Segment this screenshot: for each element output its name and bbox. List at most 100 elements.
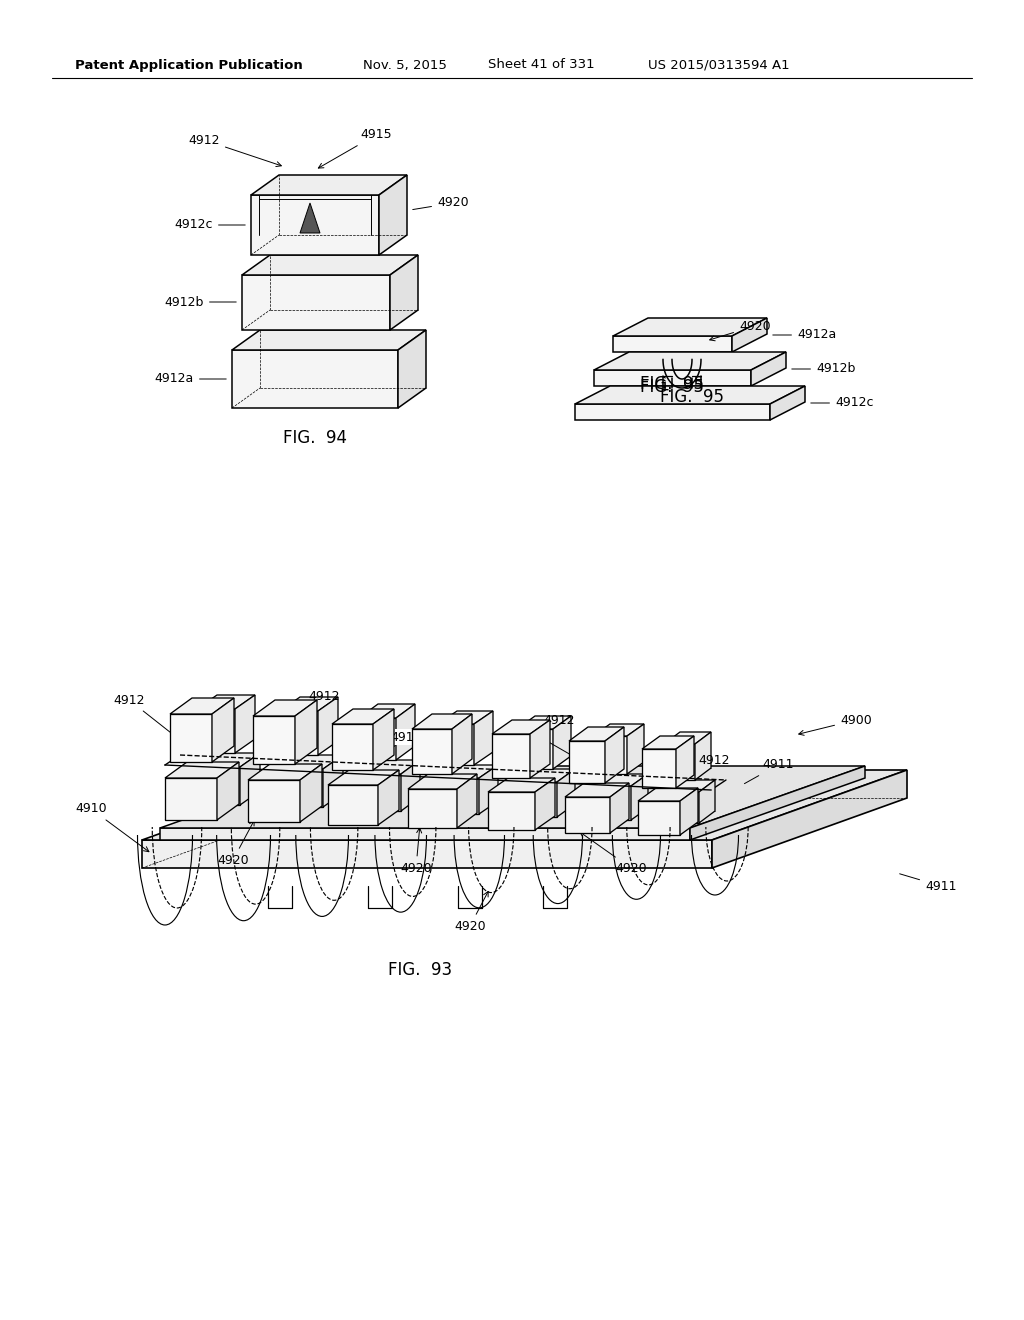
Polygon shape	[517, 729, 553, 770]
Text: 4912: 4912	[276, 690, 340, 730]
Text: 4912c: 4912c	[174, 219, 245, 231]
Polygon shape	[642, 737, 694, 748]
Polygon shape	[605, 727, 624, 783]
Polygon shape	[253, 700, 317, 715]
Polygon shape	[492, 719, 550, 734]
Polygon shape	[594, 352, 786, 370]
Polygon shape	[452, 714, 472, 774]
Polygon shape	[212, 698, 234, 762]
Polygon shape	[434, 777, 479, 814]
Polygon shape	[492, 734, 530, 777]
Polygon shape	[434, 766, 498, 777]
Polygon shape	[280, 711, 318, 755]
Polygon shape	[565, 783, 629, 797]
Polygon shape	[770, 385, 805, 420]
Text: 4919: 4919	[390, 731, 422, 743]
Polygon shape	[170, 714, 212, 762]
Text: 4911: 4911	[744, 759, 794, 784]
Polygon shape	[359, 704, 415, 718]
Polygon shape	[438, 711, 493, 723]
Polygon shape	[373, 709, 394, 770]
Polygon shape	[193, 752, 260, 767]
Polygon shape	[280, 697, 338, 711]
Text: FIG.  95: FIG. 95	[660, 388, 724, 407]
Polygon shape	[234, 696, 255, 752]
Polygon shape	[412, 714, 472, 729]
Polygon shape	[328, 770, 399, 785]
Polygon shape	[276, 770, 323, 807]
Text: 4920: 4920	[413, 197, 469, 210]
Polygon shape	[530, 719, 550, 777]
Polygon shape	[593, 737, 627, 774]
Polygon shape	[457, 774, 477, 828]
Polygon shape	[517, 715, 571, 729]
Polygon shape	[638, 801, 680, 836]
Polygon shape	[332, 709, 394, 723]
Polygon shape	[569, 727, 624, 741]
Text: FIG.  93: FIG. 93	[388, 961, 452, 979]
Text: US 2015/0313594 A1: US 2015/0313594 A1	[648, 58, 790, 71]
Polygon shape	[594, 370, 751, 385]
Polygon shape	[160, 766, 865, 828]
Text: 4912a: 4912a	[155, 372, 226, 385]
Polygon shape	[569, 741, 605, 783]
Polygon shape	[751, 352, 786, 385]
Polygon shape	[328, 785, 378, 825]
Text: 4915: 4915	[318, 128, 391, 168]
Text: 4920: 4920	[455, 891, 488, 932]
Polygon shape	[248, 780, 300, 822]
Polygon shape	[242, 255, 418, 275]
Polygon shape	[660, 780, 715, 792]
Polygon shape	[593, 723, 644, 737]
Polygon shape	[332, 723, 373, 770]
Text: Sheet 41 of 331: Sheet 41 of 331	[488, 58, 595, 71]
Polygon shape	[535, 777, 555, 830]
Polygon shape	[401, 760, 420, 810]
Polygon shape	[193, 767, 240, 805]
Polygon shape	[613, 337, 732, 352]
Text: 4920: 4920	[217, 821, 254, 866]
Text: 4900: 4900	[799, 714, 871, 735]
Polygon shape	[217, 762, 239, 820]
Polygon shape	[318, 697, 338, 755]
Polygon shape	[398, 330, 426, 408]
Polygon shape	[565, 797, 610, 833]
Polygon shape	[638, 788, 698, 801]
Polygon shape	[613, 318, 767, 337]
Text: 4912b: 4912b	[165, 296, 237, 309]
Polygon shape	[323, 755, 343, 807]
Polygon shape	[575, 385, 805, 404]
Polygon shape	[627, 723, 644, 774]
Polygon shape	[142, 770, 907, 840]
Polygon shape	[232, 350, 398, 408]
Polygon shape	[300, 203, 319, 234]
Polygon shape	[695, 733, 711, 780]
Polygon shape	[732, 318, 767, 352]
Polygon shape	[379, 176, 407, 255]
Polygon shape	[242, 275, 390, 330]
Polygon shape	[610, 783, 629, 833]
Polygon shape	[479, 766, 498, 814]
Text: 4920: 4920	[710, 319, 771, 341]
Polygon shape	[488, 777, 555, 792]
Text: 4912: 4912	[509, 722, 582, 762]
Polygon shape	[276, 755, 343, 770]
Polygon shape	[488, 792, 535, 830]
Polygon shape	[248, 764, 322, 780]
Polygon shape	[660, 792, 699, 822]
Polygon shape	[712, 770, 907, 869]
Polygon shape	[642, 748, 676, 788]
Polygon shape	[438, 723, 474, 766]
Polygon shape	[390, 255, 418, 330]
Polygon shape	[680, 788, 698, 836]
Text: 4912a: 4912a	[773, 329, 837, 342]
Text: 4912: 4912	[662, 754, 729, 779]
Polygon shape	[513, 781, 557, 817]
Polygon shape	[690, 766, 865, 840]
Text: Patent Application Publication: Patent Application Publication	[75, 58, 303, 71]
Polygon shape	[251, 195, 379, 255]
Polygon shape	[699, 780, 715, 822]
Text: 4912b: 4912b	[792, 363, 855, 375]
Polygon shape	[575, 404, 770, 420]
Polygon shape	[355, 760, 420, 774]
